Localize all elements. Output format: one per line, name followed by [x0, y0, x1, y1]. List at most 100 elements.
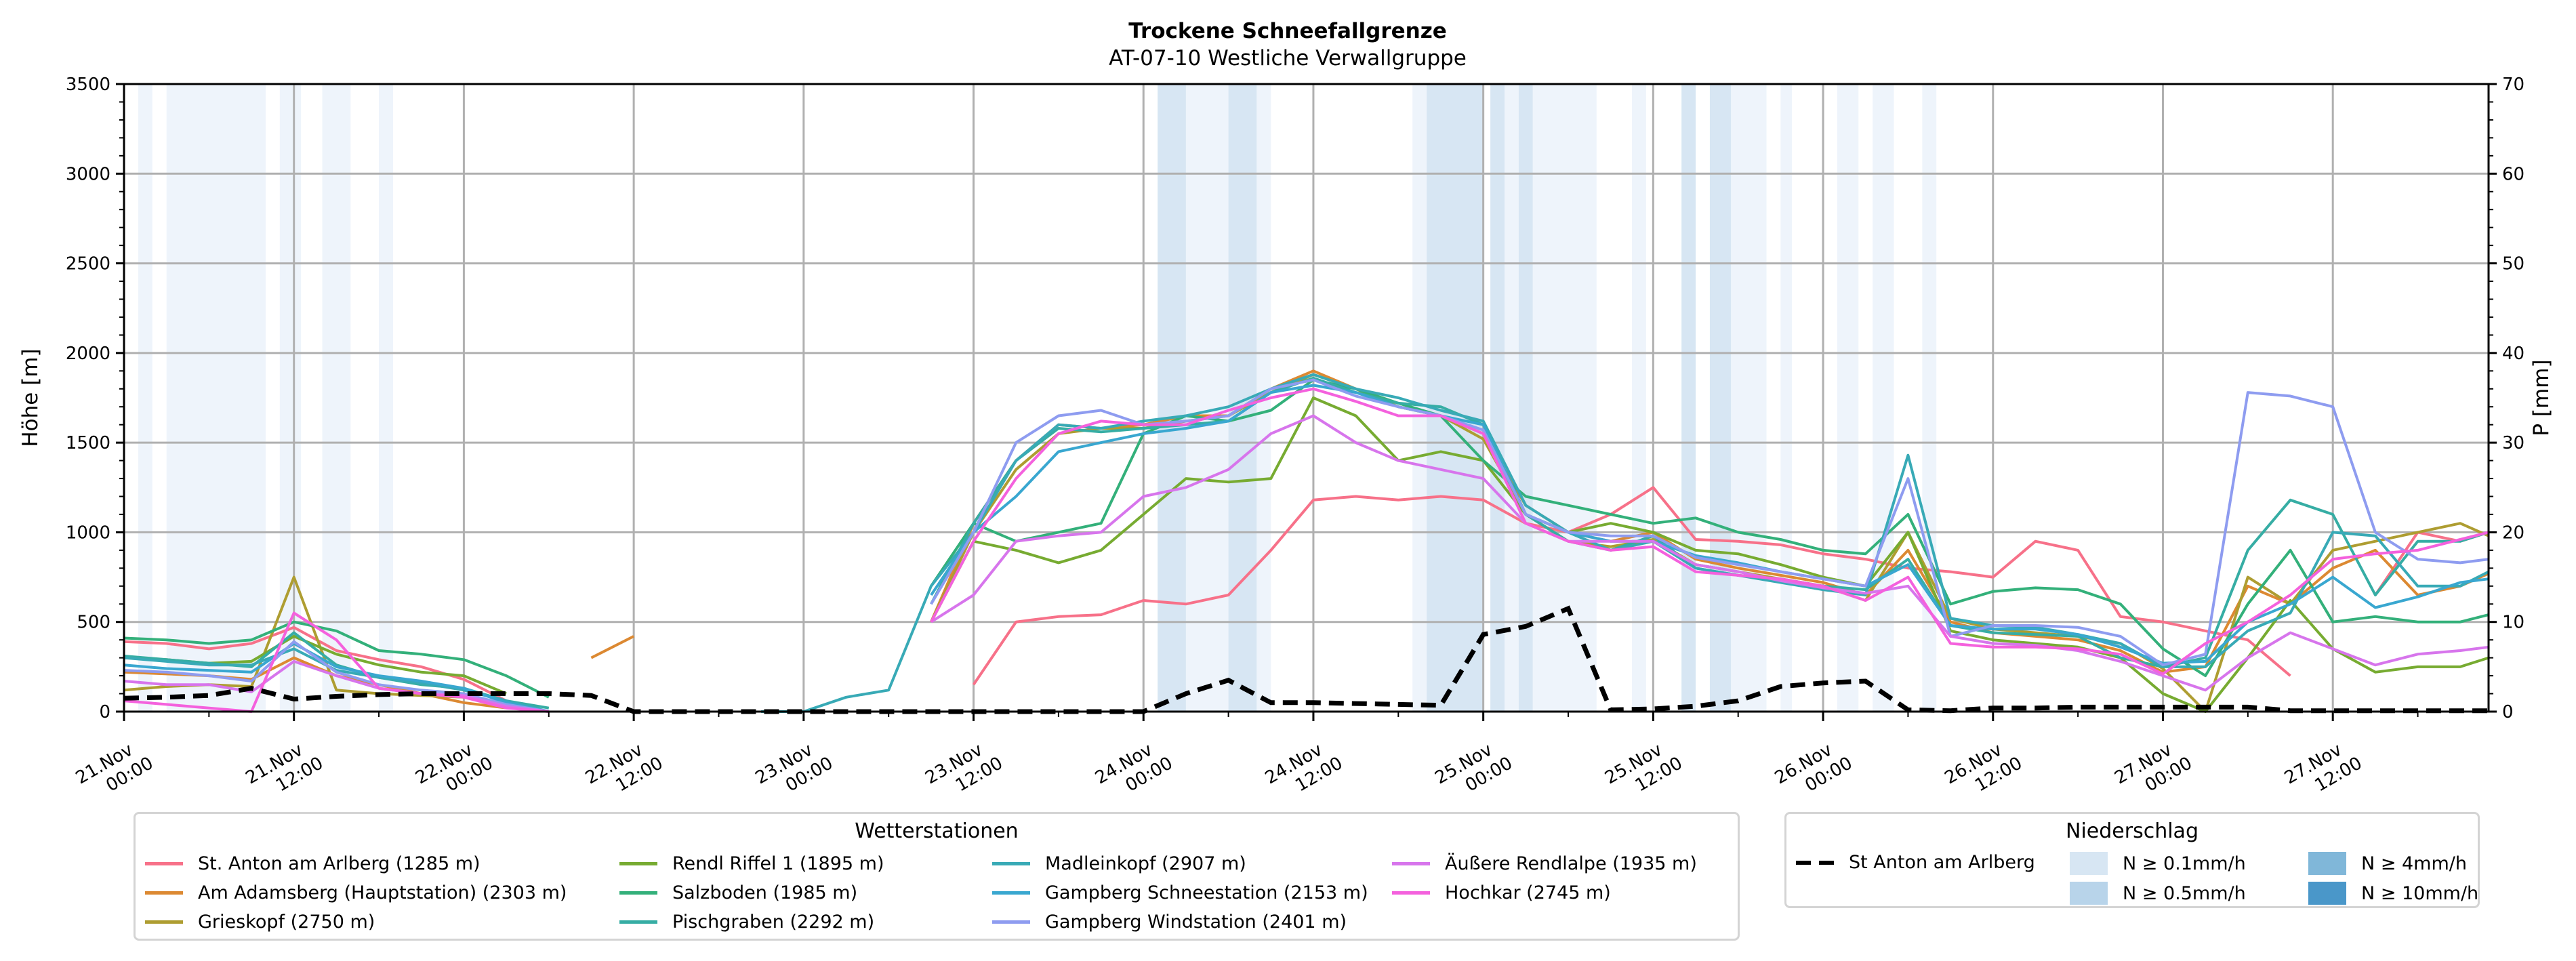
- legend-line-swatch: [992, 891, 1030, 895]
- legend-station-item: Gampberg Schneestation (2153 m): [992, 882, 1368, 903]
- legend-station-item: Salzboden (1985 m): [619, 882, 857, 903]
- legend-station-label: Am Adamsberg (Hauptstation) (2303 m): [198, 882, 567, 903]
- precip-band: [1158, 84, 1186, 712]
- y2-tick-label: 70: [2502, 75, 2524, 95]
- dashed-line-swatch: [1796, 860, 1834, 865]
- precip-band: [322, 84, 351, 712]
- legend-line-swatch: [145, 920, 183, 924]
- legend-stations-title: Wetterstationen: [855, 819, 1019, 843]
- series-lines: [123, 369, 2489, 713]
- y2-tick-label: 30: [2502, 433, 2524, 453]
- legend-line-swatch: [145, 862, 183, 865]
- legend-station-item: Am Adamsberg (Hauptstation) (2303 m): [145, 882, 567, 903]
- y2-axis-label: P [mm]: [2529, 359, 2554, 436]
- y-tick-label: 1500: [66, 433, 110, 453]
- legend-color-swatch: [2308, 852, 2346, 875]
- y-tick-label: 500: [77, 613, 110, 633]
- legend-station-label: Grieskopf (2750 m): [198, 912, 375, 933]
- legend-station-item: Madleinkopf (2907 m): [992, 853, 1246, 874]
- precip-line: [123, 605, 2489, 714]
- y-tick-label: 2000: [66, 344, 110, 364]
- precip-band: [1731, 84, 1767, 712]
- precip-band: [279, 84, 302, 712]
- y2-tick-label: 20: [2502, 523, 2524, 543]
- precip-band: [379, 84, 393, 712]
- y2-tick-label: 10: [2502, 613, 2524, 633]
- legend-line-swatch: [992, 920, 1030, 924]
- precip-band: [1490, 84, 1505, 712]
- precip-band: [1709, 84, 1732, 712]
- y2-tick-label: 40: [2502, 344, 2524, 364]
- legend-precip-level: N ≥ 10mm/h: [2308, 882, 2478, 905]
- precip-band: [1681, 84, 1696, 712]
- legend-station-item: Gampberg Windstation (2401 m): [992, 912, 1347, 933]
- legend-station-label: Rendl Riffel 1 (1895 m): [672, 853, 884, 874]
- y-tick-label: 3500: [66, 75, 110, 95]
- legend-precip-level: N ≥ 4mm/h: [2308, 852, 2467, 875]
- series-line-7: [123, 384, 2489, 713]
- precip-band: [1873, 84, 1894, 712]
- legend-station-item: Hochkar (2745 m): [1392, 882, 1611, 903]
- series-line-8: [123, 378, 2489, 713]
- chart-subtitle: AT-07-10 Westliche Verwallgruppe: [1109, 46, 1467, 70]
- legend-precip-level: N ≥ 0.1mm/h: [2070, 852, 2246, 875]
- legend-station-item: Äußere Rendlalpe (1935 m): [1392, 853, 1697, 874]
- y-tick-label: 1000: [66, 523, 110, 543]
- legend-station-label: Äußere Rendlalpe (1935 m): [1445, 853, 1697, 874]
- precip-band: [1427, 84, 1484, 712]
- legend-station-item: Grieskopf (2750 m): [145, 912, 375, 933]
- legend-station-label: Madleinkopf (2907 m): [1045, 853, 1246, 874]
- precip-band: [1518, 84, 1533, 712]
- legend-station-label: Gampberg Schneestation (2153 m): [1045, 882, 1368, 903]
- precip-band: [138, 84, 152, 712]
- precip-band: [1837, 84, 1859, 712]
- legend-station-item: Rendl Riffel 1 (1895 m): [619, 853, 884, 874]
- precip-band: [1504, 84, 1519, 712]
- precip-band: [1632, 84, 1646, 712]
- legend-color-swatch: [2308, 882, 2346, 905]
- y-tick-label: 3000: [66, 164, 110, 184]
- legend-color-swatch: [2070, 852, 2108, 875]
- legend-line-swatch: [1392, 862, 1430, 865]
- legend-line-swatch: [619, 920, 657, 924]
- legend-precip-level: N ≥ 0.5mm/h: [2070, 882, 2246, 905]
- legend-precip-line: St Anton am Arlberg: [1796, 852, 2035, 873]
- legend-line-swatch: [619, 891, 657, 895]
- legend-line-swatch: [619, 862, 657, 865]
- plot-frame: [123, 83, 2490, 713]
- legend-station-item: Pischgraben (2292 m): [619, 912, 874, 933]
- y2-tick-label: 60: [2502, 164, 2524, 184]
- y2-tick-label: 50: [2502, 254, 2524, 274]
- legend-stations: Wetterstationen St. Anton am Arlberg (12…: [134, 812, 1740, 941]
- chart-title: Trockene Schneefallgrenze: [1128, 19, 1447, 43]
- legend-line-swatch: [145, 891, 183, 895]
- legend-precip: Niederschlag St Anton am Arlberg N ≥ 0.1…: [1784, 812, 2480, 908]
- precip-bands: [138, 84, 1937, 712]
- legend-line-swatch: [992, 862, 1030, 865]
- y2-tick-label: 0: [2502, 702, 2514, 722]
- precip-band: [1780, 84, 1793, 712]
- legend-color-swatch: [2070, 882, 2108, 905]
- legend-station-label: St. Anton am Arlberg (1285 m): [198, 853, 481, 874]
- precip-band: [1412, 84, 1427, 712]
- legend-station-label: Salzboden (1985 m): [672, 882, 858, 903]
- legend-precip-line-label: St Anton am Arlberg: [1849, 852, 2035, 873]
- legend-precip-level-label: N ≥ 10mm/h: [2361, 882, 2479, 904]
- legend-precip-level-label: N ≥ 0.1mm/h: [2123, 853, 2246, 874]
- legend-station-label: Pischgraben (2292 m): [672, 912, 875, 933]
- legend-line-swatch: [1392, 891, 1430, 895]
- y-tick-label: 2500: [66, 254, 110, 274]
- y-tick-label: 0: [99, 702, 110, 722]
- series-line-10: [123, 387, 2489, 713]
